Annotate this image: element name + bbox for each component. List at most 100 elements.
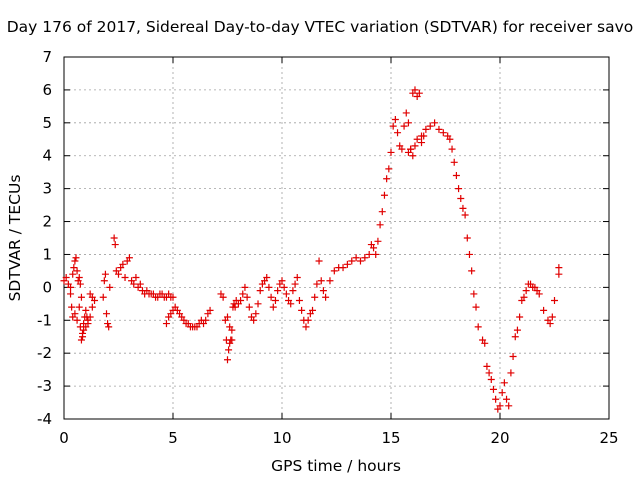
data-point [404,119,412,127]
data-point [516,313,524,321]
data-point [115,270,122,278]
data-point [86,313,94,321]
data-point [370,244,378,252]
x-tick-label: 20 [490,429,509,447]
data-point [496,402,504,410]
data-point [76,280,84,288]
y-tick-label: 7 [42,48,52,66]
data-point [291,280,299,288]
data-point [82,323,90,331]
data-point [68,303,76,311]
data-point [82,306,90,314]
data-point [206,306,214,314]
data-point [202,316,210,324]
data-point [455,185,463,193]
data-point [298,306,306,314]
data-point [91,297,99,305]
data-point [243,293,251,301]
data-point [224,356,231,364]
x-tick-label: 5 [168,429,178,447]
data-point [361,254,369,262]
data-point [271,297,279,305]
x-tick-label: 15 [381,429,400,447]
data-point [302,323,310,331]
data-point [413,135,421,143]
data-point [289,287,297,295]
data-point [287,300,295,308]
data-point [483,362,491,370]
data-point [225,346,233,354]
data-point [520,293,528,301]
data-point [62,273,70,281]
data-point [487,376,495,384]
x-tick-label: 0 [59,429,69,447]
data-point [101,270,109,278]
data-point [119,260,127,268]
y-axis-label: SDTVAR / TECUs [6,175,24,302]
data-point [282,290,290,298]
data-point [546,320,554,328]
data-point [322,293,330,301]
data-point [79,333,87,341]
data-point [231,303,239,311]
data-point [498,389,506,397]
data-point [105,323,113,331]
data-point [73,267,81,275]
data-point [239,290,247,298]
data-point [402,109,410,117]
data-point [256,287,264,295]
chart-title: Day 176 of 2017, Sidereal Day-to-day VTE… [7,18,634,36]
data-point [522,287,530,295]
data-point [500,379,508,387]
data-point [372,250,380,258]
y-tick-label: 5 [42,114,52,132]
data-point [461,211,469,219]
data-point [265,283,273,291]
data-point [472,303,480,311]
data-point [540,306,548,314]
data-point [136,280,144,288]
data-point [319,287,327,295]
data-point [254,300,262,308]
data-point [481,339,489,347]
data-point [507,369,515,377]
data-point [411,86,419,94]
data-point [431,119,439,127]
data-point [70,264,78,272]
data-point [426,122,434,130]
data-point [245,303,253,311]
data-point [435,125,443,133]
data-point [228,336,236,344]
data-point [106,283,114,291]
data-point [71,310,79,318]
axis-ticks: 0 5 10 15 20 25 -4 -3 -2 -1 0 1 2 3 4 5 6 7 [37,48,619,447]
data-point [274,287,282,295]
data-point [511,333,519,341]
data-point [111,241,119,249]
y-tick-label: 3 [42,180,52,198]
data-point [343,260,351,268]
data-point [88,303,96,311]
y-tick-label: -4 [37,410,52,428]
data-point [485,369,493,377]
data-point [365,250,373,258]
x-tick-label: 10 [272,429,291,447]
data-point [103,310,111,318]
data-point [468,267,476,275]
data-point [356,257,364,265]
data-point [219,293,227,301]
data-point [503,395,511,403]
y-tick-label: 2 [42,213,52,231]
data-point [415,89,423,97]
data-point [450,158,458,166]
data-point [263,273,271,281]
data-point [237,297,245,305]
data-point [389,122,397,130]
data-point [311,293,319,301]
data-point [317,277,325,285]
x-tick-label: 25 [599,429,618,447]
data-point [452,171,460,179]
data-point [278,277,286,285]
data-point [385,165,393,173]
